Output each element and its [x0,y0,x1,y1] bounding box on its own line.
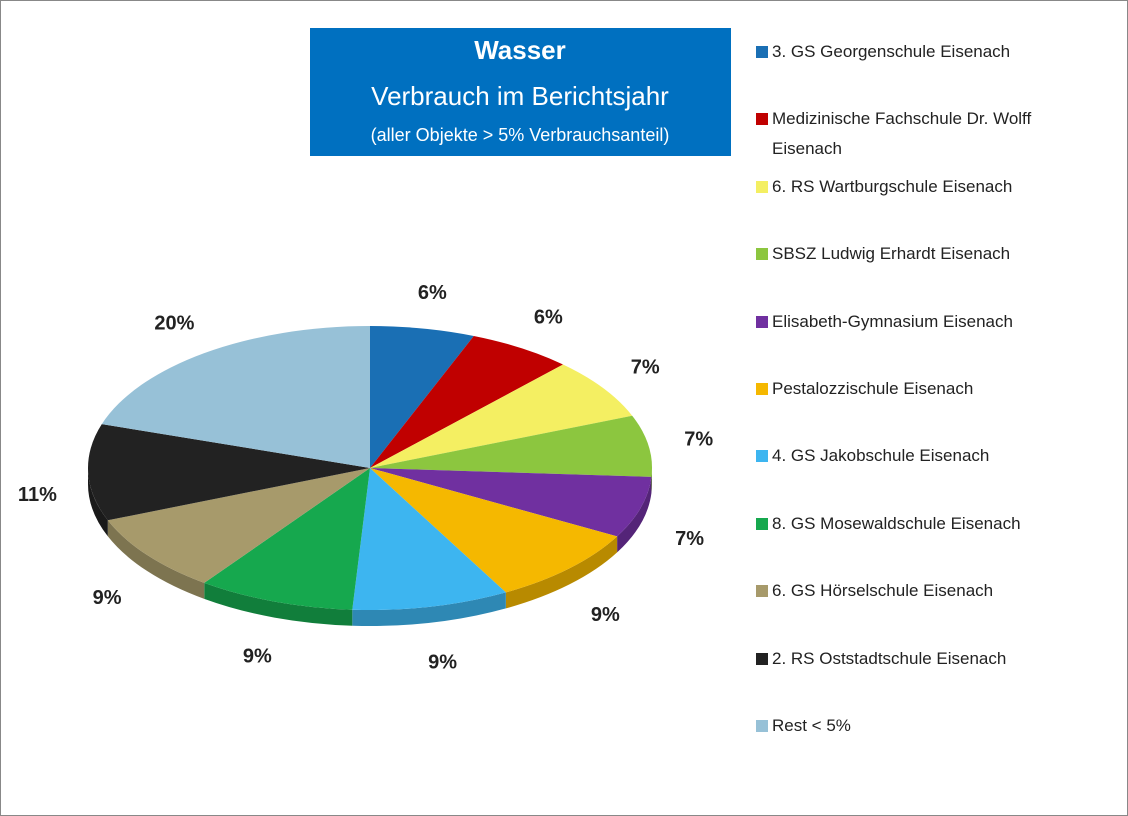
legend-label: Medizinische Fachschule Dr. Wolff Eisena… [772,109,1032,159]
legend-item: 6. RS Wartburgschule Eisenach [756,172,1096,202]
pie-slice [370,415,652,477]
chart-title: Wasser [474,35,566,65]
legend-label: 6. RS Wartburgschule Eisenach [772,176,1013,196]
pie-slice [101,326,370,468]
data-label: 20% [154,313,194,335]
legend-item: 3. GS Georgenschule Eisenach [756,37,1096,67]
title-box [310,28,731,156]
data-label: 6% [534,306,563,328]
legend-label: 8. GS Mosewaldschule Eisenach [772,513,1021,533]
pie-slice [88,424,371,521]
legend-swatch [756,248,768,261]
legend-label: 6. GS Hörselschule Eisenach [772,581,994,601]
pie-slice [352,468,506,610]
pie-slice [370,335,564,468]
legend-label: 2. RS Oststadtschule Eisenach [772,648,1007,668]
legend-item: 6. GS Hörselschule Eisenach [756,576,1096,606]
legend-swatch [756,450,768,463]
pie-slice [370,468,618,593]
data-label: 7% [684,429,713,451]
data-label: 9% [93,587,122,609]
legend-item: 4. GS Jakobschule Eisenach [756,441,1096,471]
legend-item: 8. GS Mosewaldschule Eisenach [756,509,1096,539]
data-label: 9% [591,604,620,626]
pie-slice-side [505,536,618,609]
legend-swatch [756,517,768,530]
data-label: 11% [18,484,57,506]
legend-label: Pestalozzischule Eisenach [772,379,974,398]
legend-item: Rest < 5% [756,711,1096,741]
legend-swatch [756,113,768,126]
legend-label: Elisabeth-Gymnasium Eisenach [772,311,1013,331]
pie-slice [107,468,370,583]
pie-slice-side [88,468,108,537]
legend-swatch [756,383,768,395]
pie-slice [370,364,633,468]
legend-label: Rest < 5% [772,716,851,735]
legend-swatch [756,652,768,665]
pie-slice-side [204,582,353,626]
pie-slice-side [107,520,205,599]
pie-slice-side [352,592,506,626]
legend-swatch [756,585,768,598]
data-label: 6% [418,282,447,304]
legend-swatch [756,720,768,732]
legend-item: Medizinische Fachschule Dr. Wolff Eisena… [756,104,1096,164]
pie-slice [204,468,370,610]
legend-swatch [756,180,768,193]
legend-item: 2. RS Oststadtschule Eisenach [756,644,1096,674]
legend-label: 3. GS Georgenschule Eisenach [772,42,1011,61]
pie-slice-side [651,468,652,493]
legend-item: SBSZ Ludwig Erhardt Eisenach [756,239,1096,269]
pie-slice [370,468,652,537]
legend-item: Pestalozzischule Eisenach [756,374,1096,404]
pie-slice-side [617,476,652,553]
legend-label: 4. GS Jakobschule Eisenach [772,446,990,466]
data-label: 9% [428,652,457,674]
chart-note: (aller Objekte > 5% Verbrauchsanteil) [371,125,670,145]
data-label: 7% [631,357,660,379]
data-label: 9% [243,645,272,667]
chart-subtitle: Verbrauch im Berichtsjahr [371,81,669,111]
legend-label: SBSZ Ludwig Erhardt Eisenach [772,244,1011,264]
legend-swatch [756,46,768,58]
legend-swatch [756,315,768,328]
data-label: 7% [675,528,704,550]
legend-item: Elisabeth-Gymnasium Eisenach [756,307,1096,337]
pie-slice [370,326,474,468]
